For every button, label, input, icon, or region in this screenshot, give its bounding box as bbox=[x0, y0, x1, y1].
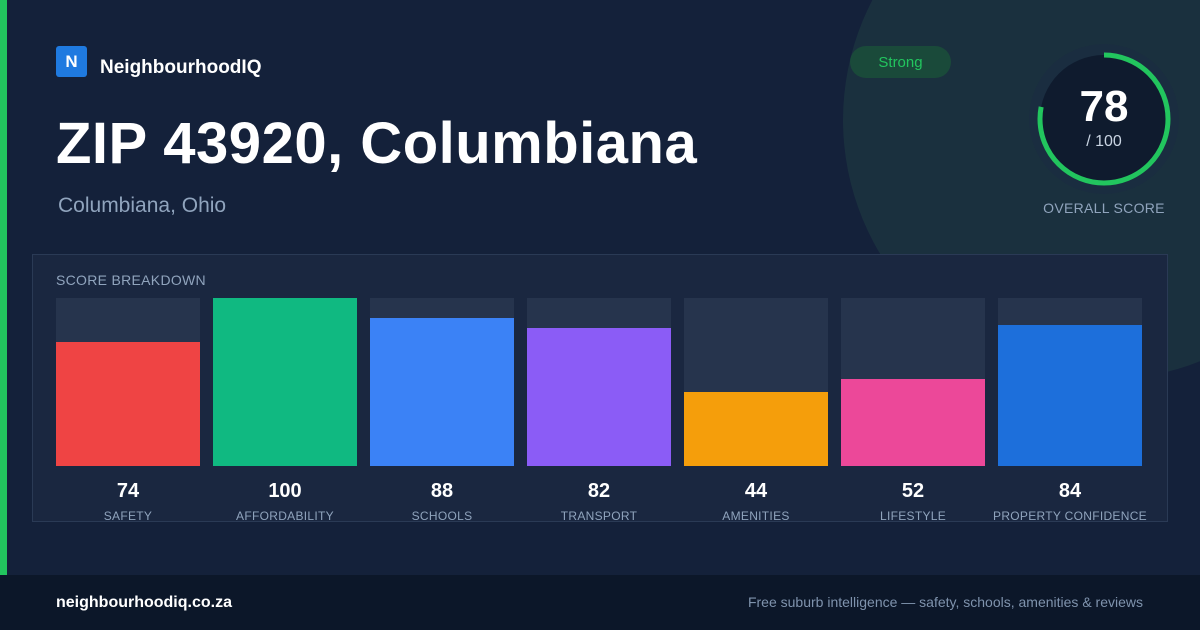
score-ring-inner bbox=[1040, 55, 1168, 183]
breakdown-title: SCORE BREAKDOWN bbox=[56, 272, 206, 288]
score-breakdown-panel: SCORE BREAKDOWN 74 SAFETY 100 AFFORDABILITY… bbox=[32, 254, 1168, 523]
bar-value: 100 bbox=[268, 480, 302, 502]
bar-track bbox=[527, 298, 671, 466]
overall-score-max: / 100 bbox=[1086, 133, 1122, 150]
bar-fill bbox=[841, 378, 985, 466]
bar-fill bbox=[684, 392, 828, 466]
bar-column: 44 AMENITIES bbox=[684, 298, 828, 523]
brand-name: NeighbourhoodIQ bbox=[100, 57, 262, 78]
footer: neighbourhoodiq.co.za Free suburb intell… bbox=[0, 575, 1200, 630]
bar-column: 52 LIFESTYLE bbox=[841, 298, 985, 523]
bar-track bbox=[684, 298, 828, 466]
bar-value: 74 bbox=[116, 480, 140, 502]
og-card: N NeighbourhoodIQ ZIP 43920, Columbiana … bbox=[0, 0, 1200, 575]
bar-label: SCHOOLS bbox=[411, 509, 473, 523]
bar-label: SAFETY bbox=[103, 509, 153, 523]
bar-value: 84 bbox=[1058, 480, 1082, 502]
bar-column: 74 SAFETY bbox=[56, 298, 200, 523]
page-title: ZIP 43920, Columbiana bbox=[56, 111, 698, 176]
bar-value: 52 bbox=[901, 480, 925, 502]
bar-label: TRANSPORT bbox=[560, 509, 638, 523]
bar-column: 88 SCHOOLS bbox=[370, 298, 514, 523]
bar-column: 84 PROPERTY CONFIDENCE bbox=[993, 298, 1147, 523]
score-ring-graphic bbox=[1029, 44, 1179, 194]
bar-label: PROPERTY CONFIDENCE bbox=[993, 509, 1147, 523]
breakdown-bar-chart: 74 SAFETY 100 AFFORDABILITY 88 SCHOOLS 82 TRANS… bbox=[56, 298, 1147, 523]
overall-score-label: OVERALL SCORE bbox=[1043, 200, 1165, 216]
status-badge: Strong bbox=[850, 46, 951, 78]
overall-score-value: 78 bbox=[1079, 82, 1129, 131]
footer-url: neighbourhoodiq.co.za bbox=[56, 594, 232, 611]
bar-fill bbox=[213, 298, 357, 466]
bar-fill bbox=[527, 328, 671, 466]
bar-label: AMENITIES bbox=[722, 509, 790, 523]
bar-track bbox=[998, 298, 1142, 466]
bar-fill bbox=[56, 341, 200, 466]
bar-track bbox=[841, 298, 985, 466]
bar-label: AFFORDABILITY bbox=[236, 509, 334, 523]
footer-tagline: Free suburb intelligence — safety, schoo… bbox=[747, 594, 1143, 610]
bar-value: 44 bbox=[744, 480, 768, 502]
bar-track bbox=[213, 298, 357, 466]
bar-value: 82 bbox=[587, 480, 611, 502]
bar-column: 100 AFFORDABILITY bbox=[213, 298, 357, 523]
bar-track bbox=[370, 298, 514, 466]
bar-fill bbox=[370, 318, 514, 466]
overall-score-ring: 78 / 100 bbox=[1029, 44, 1179, 194]
bar-fill bbox=[998, 324, 1142, 466]
accent-bar bbox=[0, 0, 7, 575]
location-subtitle: Columbiana, Ohio bbox=[58, 194, 227, 217]
score-ring-arc bbox=[1037, 52, 1171, 186]
bar-label: LIFESTYLE bbox=[879, 509, 947, 523]
bar-column: 82 TRANSPORT bbox=[527, 298, 671, 523]
bar-value: 88 bbox=[430, 480, 454, 502]
brand-logo-icon: N bbox=[56, 46, 87, 77]
bar-track bbox=[56, 298, 200, 466]
